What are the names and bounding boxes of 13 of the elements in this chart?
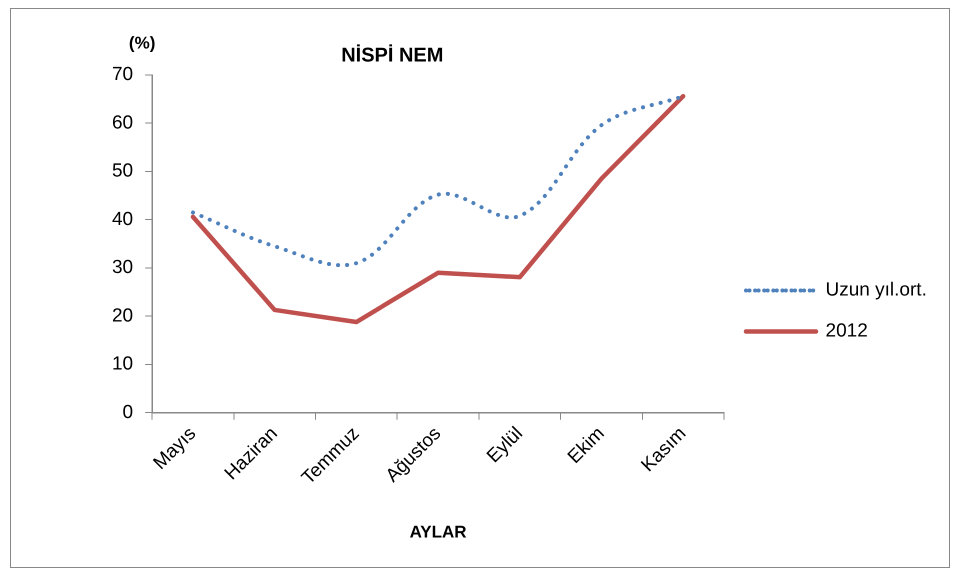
y-axis-title: (%) [128,34,156,53]
y-tick-label: 40 [112,208,134,230]
y-tick-label: 20 [112,305,134,326]
y-tick-label: 70 [112,64,134,86]
x-axis-title: AYLAR [410,522,467,542]
y-tick-label: 10 [112,354,134,375]
legend-label: Uzun yıl.ort. [826,280,927,301]
legend-label: 2012 [826,320,868,342]
y-tick-label: 0 [122,402,134,423]
y-tick-label: 30 [112,257,134,278]
chart-title: NİSPİ NEM [341,44,444,67]
y-tick-label: 60 [112,112,134,134]
y-tick-label: 50 [112,160,134,182]
